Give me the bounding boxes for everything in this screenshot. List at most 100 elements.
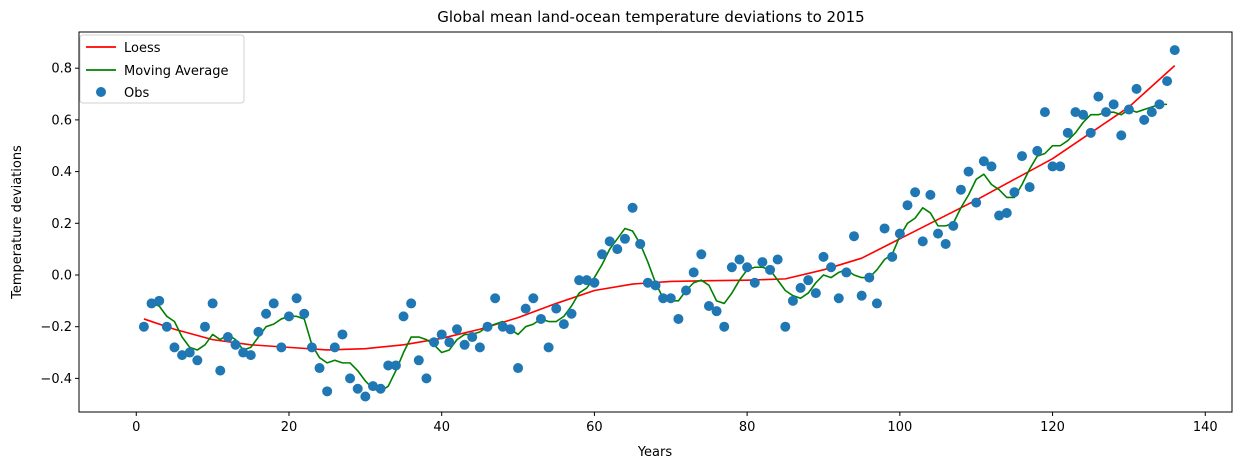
data-point xyxy=(589,277,600,288)
data-point xyxy=(1009,187,1020,198)
data-point xyxy=(619,233,630,244)
data-point xyxy=(383,360,394,371)
legend-label-obs: Obs xyxy=(124,86,149,101)
data-point xyxy=(161,321,172,332)
data-point xyxy=(146,298,157,309)
data-point xyxy=(222,332,233,343)
y-tick-label: 0.8 xyxy=(51,62,72,77)
y-axis: −0.4 −0.2 0.0 0.2 0.4 0.6 0.8 xyxy=(40,62,79,387)
data-point xyxy=(367,381,378,392)
plot-frame xyxy=(78,31,1233,413)
data-point xyxy=(1001,207,1012,218)
data-point xyxy=(749,277,760,288)
data-point xyxy=(1108,99,1119,110)
data-point xyxy=(948,220,959,231)
y-tick-label: 0.2 xyxy=(51,217,72,232)
data-point xyxy=(177,350,188,361)
data-point xyxy=(688,267,699,278)
data-point xyxy=(635,238,646,249)
data-point xyxy=(581,275,592,286)
y-axis-title: Temperature deviations xyxy=(10,145,25,300)
data-point xyxy=(444,337,455,348)
legend-label-loess: Loess xyxy=(124,41,161,56)
x-tick-label: 80 xyxy=(739,420,756,435)
data-point xyxy=(711,306,722,317)
data-point xyxy=(413,355,424,366)
data-point xyxy=(742,262,753,273)
data-point xyxy=(642,277,653,288)
series-layer xyxy=(138,45,1180,402)
data-point xyxy=(673,313,684,324)
data-point xyxy=(1085,127,1096,138)
data-point xyxy=(902,200,913,211)
data-point xyxy=(352,383,363,394)
data-point xyxy=(1146,107,1157,118)
data-point xyxy=(833,293,844,304)
data-point xyxy=(154,295,165,306)
legend-swatch-obs xyxy=(96,87,106,97)
data-point xyxy=(268,298,279,309)
data-point xyxy=(138,321,149,332)
data-point xyxy=(1169,45,1180,56)
data-point xyxy=(1032,145,1043,156)
data-point xyxy=(703,301,714,312)
y-tick-label: −0.2 xyxy=(40,320,72,335)
data-point xyxy=(627,202,638,213)
data-point xyxy=(787,295,798,306)
data-point xyxy=(963,166,974,177)
legend: Loess Moving Average Obs xyxy=(79,34,245,104)
legend-label-moving-average: Moving Average xyxy=(124,64,228,79)
data-point xyxy=(826,262,837,273)
data-point xyxy=(337,329,348,340)
data-point xyxy=(199,321,210,332)
data-point xyxy=(505,324,516,335)
data-point xyxy=(1101,107,1112,118)
data-point xyxy=(719,321,730,332)
data-point xyxy=(513,363,524,374)
data-point xyxy=(604,236,615,247)
data-point xyxy=(818,251,829,262)
data-point xyxy=(390,360,401,371)
data-point xyxy=(429,337,440,348)
data-point xyxy=(276,342,287,353)
data-point xyxy=(406,298,417,309)
data-point xyxy=(696,249,707,260)
data-point xyxy=(955,184,966,195)
data-point xyxy=(650,280,661,291)
data-point xyxy=(757,257,768,268)
data-point xyxy=(1123,104,1134,115)
data-point xyxy=(971,197,982,208)
data-point xyxy=(856,290,867,301)
data-point xyxy=(1017,151,1028,162)
data-point xyxy=(451,324,462,335)
data-point xyxy=(1162,76,1173,87)
data-point xyxy=(306,342,317,353)
series-points-obs xyxy=(138,45,1180,402)
data-point xyxy=(192,355,203,366)
data-point xyxy=(459,339,470,350)
data-point xyxy=(497,321,508,332)
data-point xyxy=(1078,109,1089,120)
data-point xyxy=(543,342,554,353)
data-point xyxy=(887,251,898,262)
y-tick-label: 0.4 xyxy=(51,165,72,180)
data-point xyxy=(933,228,944,239)
data-point xyxy=(490,293,501,304)
data-point xyxy=(169,342,180,353)
data-point xyxy=(360,391,371,402)
data-point xyxy=(322,386,333,397)
data-point xyxy=(780,321,791,332)
data-point xyxy=(612,244,623,255)
data-point xyxy=(535,313,546,324)
x-tick-label: 120 xyxy=(1040,420,1065,435)
data-point xyxy=(894,228,905,239)
x-axis-title: Years xyxy=(637,445,673,460)
data-point xyxy=(230,339,241,350)
data-point xyxy=(291,293,302,304)
data-point xyxy=(734,254,745,265)
data-point xyxy=(795,282,806,293)
data-point xyxy=(1039,107,1050,118)
data-point xyxy=(1116,130,1127,141)
data-point xyxy=(574,275,585,286)
